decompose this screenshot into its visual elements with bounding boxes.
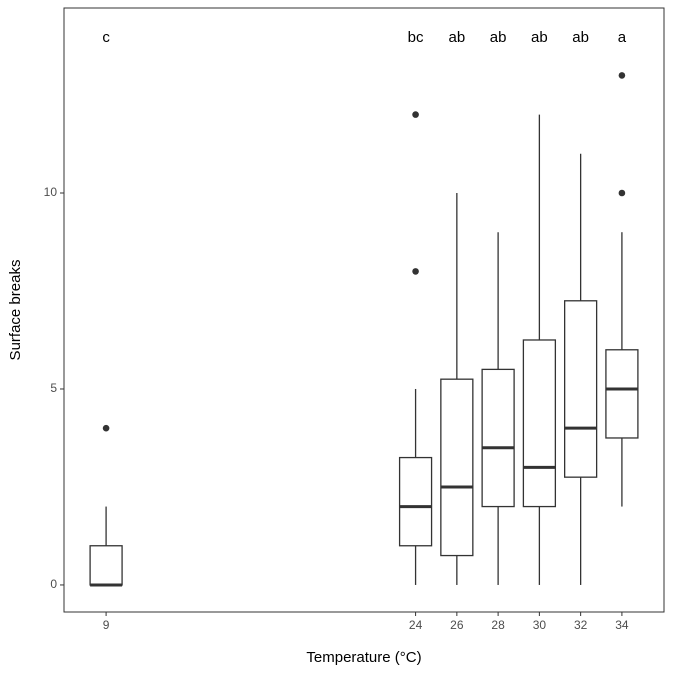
outlier xyxy=(102,424,110,432)
outlier xyxy=(412,268,419,275)
significance-letter: bc xyxy=(408,29,424,46)
box xyxy=(440,378,474,557)
box xyxy=(481,368,515,508)
box xyxy=(398,456,433,547)
box xyxy=(89,545,123,586)
y-axis-label: Surface breaks xyxy=(7,260,24,361)
significance-letter: c xyxy=(102,29,110,46)
x-tick-label: 28 xyxy=(491,618,505,632)
x-axis-label: Temperature (°C) xyxy=(306,649,421,666)
x-tick-label: 34 xyxy=(615,618,629,632)
significance-letter: ab xyxy=(490,29,507,46)
x-tick-label: 30 xyxy=(533,618,547,632)
box xyxy=(522,339,557,508)
y-tick-label: 0 xyxy=(50,577,57,591)
outlier xyxy=(618,189,626,197)
significance-letter: ab xyxy=(531,29,548,46)
significance-letter: ab xyxy=(449,29,466,46)
x-tick-label: 24 xyxy=(409,618,423,632)
x-tick-label: 9 xyxy=(103,618,110,632)
significance-letter: a xyxy=(618,29,627,46)
y-tick-label: 5 xyxy=(50,381,57,395)
plot-panel xyxy=(63,7,665,613)
box xyxy=(564,300,598,478)
box xyxy=(605,349,639,439)
x-tick-label: 32 xyxy=(574,618,588,632)
outlier xyxy=(618,72,626,79)
outlier xyxy=(412,111,419,118)
significance-letter: ab xyxy=(572,29,589,46)
y-tick-label: 10 xyxy=(44,185,58,199)
x-tick-label: 26 xyxy=(450,618,464,632)
